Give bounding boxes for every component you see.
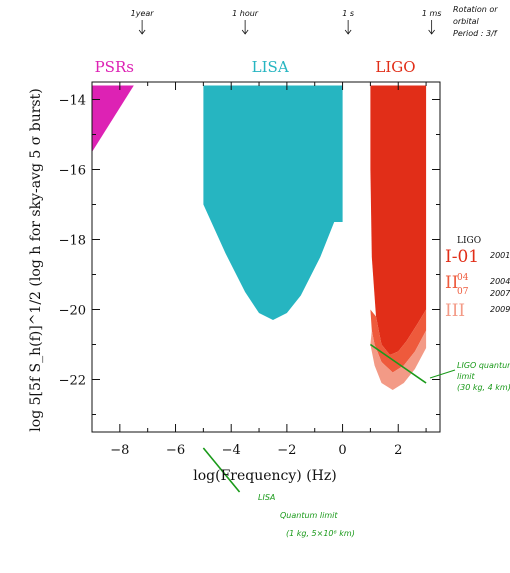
lisa-quantum-limit-note: Quantum limit (280, 511, 338, 520)
x-tick-label: −8 (110, 443, 129, 458)
period-marker-label: 1 s (342, 9, 354, 18)
plot-border (91, 81, 441, 433)
y-tick-label: −18 (59, 234, 86, 249)
ligo-legend-title: LIGO (457, 236, 481, 246)
y-tick-label: −22 (59, 374, 86, 389)
y-tick-label: −16 (59, 164, 86, 179)
ligo-legend-item-label: II (445, 273, 458, 293)
ticks-layer: −8 −6 −4 −2 0 2−14−16−18−20−22 (59, 82, 440, 458)
period-marker-arrowhead (344, 29, 352, 35)
period-marker-label: 1 hour (232, 9, 259, 18)
band-psrs (92, 85, 134, 152)
labels-layer: PSRs LISA LIGO (95, 58, 416, 76)
ligo-legend-item-label: I-01 (445, 247, 479, 267)
band-label-ligo: LIGO (375, 58, 415, 76)
period-marker-label: 1year (131, 9, 155, 18)
band-ligo-iii (370, 330, 427, 390)
plot-frame (91, 81, 441, 433)
x-axis-label: log(Frequency) (Hz) (193, 468, 336, 484)
ligo-legend-item-sup: 04 (457, 273, 469, 283)
ligo-quantum-limit-note: limit (457, 372, 475, 381)
rotation-note-line: Period : 3/f (453, 29, 498, 38)
ligo-quantum-limit-line (369, 343, 427, 384)
lisa-quantum-limit-line (202, 447, 241, 493)
ligo-legend-item-label: III (445, 301, 465, 321)
x-tick-label: −2 (277, 443, 296, 458)
ligo-legend-item-year: 2001 (490, 251, 510, 260)
bands-layer (92, 85, 427, 390)
annotations-layer: 1year 1 hour 1 s 1 ms Rotation or orbital Peri… (131, 5, 510, 538)
rotation-note-line: orbital (453, 17, 480, 26)
y-axis-label: log 5[5f S_h(f)]^1/2 (log h for sky-avg … (28, 88, 44, 431)
x-tick-label: −4 (222, 443, 241, 458)
y-tick-label: −20 (59, 304, 86, 319)
lisa-quantum-limit-note: (1 kg, 5×10⁶ km) (286, 529, 355, 538)
period-marker-arrowhead (138, 29, 146, 35)
period-marker-arrowhead (428, 29, 435, 35)
band-ligo-i-01 (370, 85, 427, 355)
ligo-quantum-limit-note: (30 kg, 4 km) (457, 383, 510, 392)
period-marker-label: 1 ms (422, 9, 442, 18)
ligo-quantum-limit-pointer (429, 369, 456, 379)
ligo-legend-item-year: 2004 (490, 277, 510, 286)
band-label-lisa: LISA (252, 58, 289, 76)
ligo-legend-item-sub: 07 (457, 287, 469, 297)
rotation-note-line: Rotation or (453, 5, 498, 14)
x-tick-label: 0 (338, 443, 346, 458)
x-tick-label: 2 (394, 443, 402, 458)
y-tick-label: −14 (59, 94, 86, 109)
band-ligo-ii-04-07 (370, 309, 427, 373)
band-lisa (203, 85, 343, 320)
ligo-legend-item-year: 2009 (490, 305, 510, 314)
x-tick-label: −6 (166, 443, 185, 458)
ligo-legend-item-year2: 2007 (490, 289, 510, 298)
band-label-psrs: PSRs (95, 58, 134, 76)
lisa-quantum-limit-note: LISA (258, 493, 275, 502)
ligo-quantum-limit-note: LIGO quantum (457, 361, 510, 370)
period-marker-arrowhead (241, 29, 249, 35)
